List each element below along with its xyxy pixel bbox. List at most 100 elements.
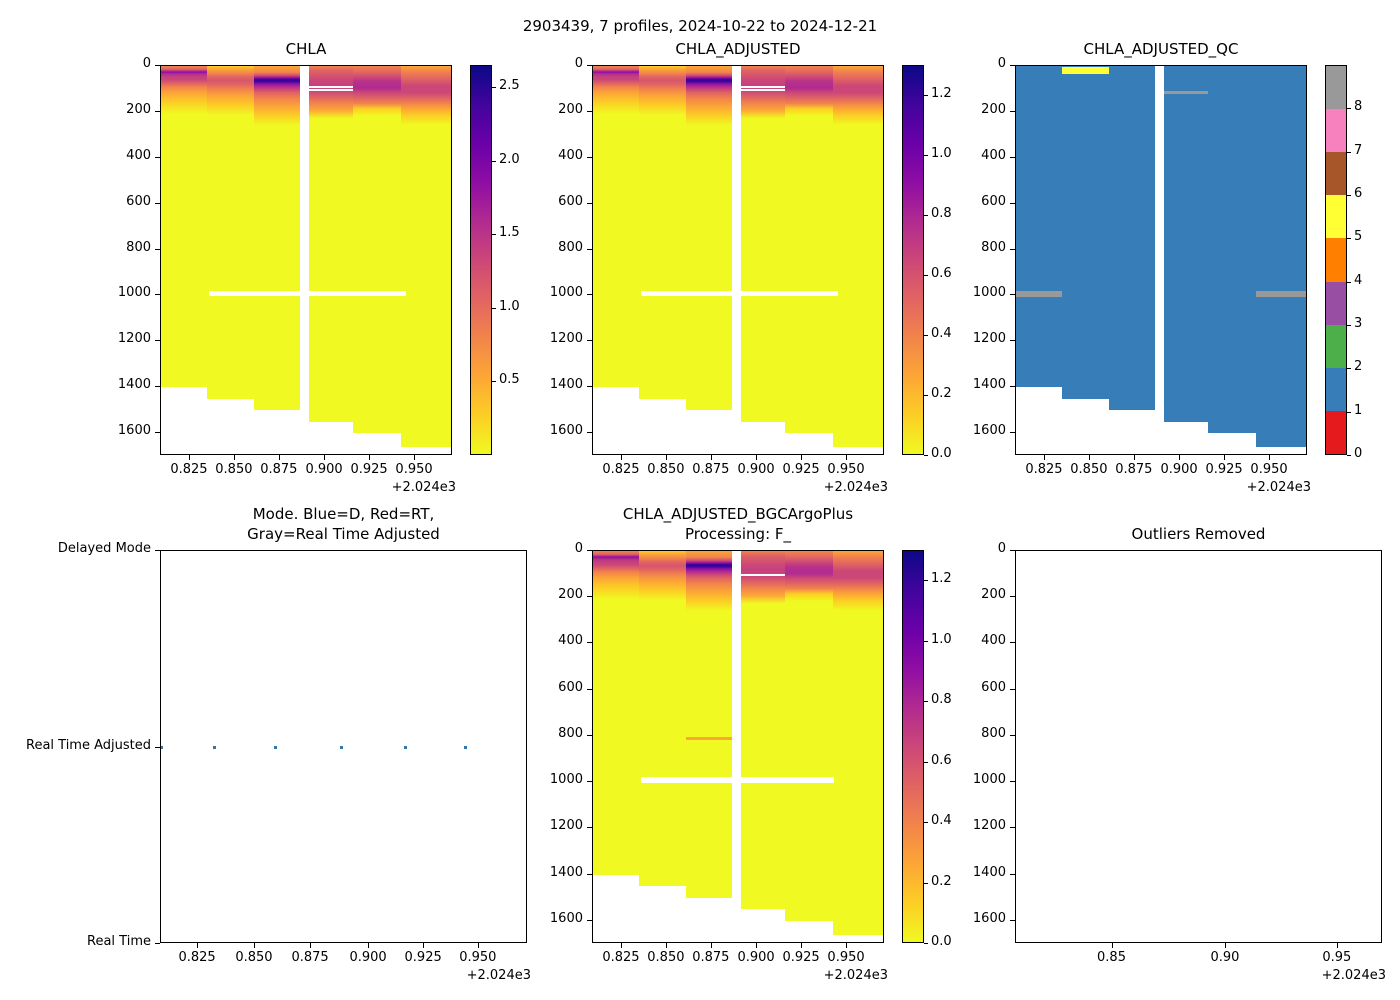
x-tick-label: 0.825 [170, 462, 208, 477]
colorbar-tick-mark [924, 822, 928, 824]
y-tick-label: 200 [126, 101, 151, 117]
x-tick-mark [324, 455, 326, 460]
x-tick-label: 0.950 [827, 462, 865, 477]
heatmap-column [1108, 66, 1156, 411]
colorbar-tick-label: 3 [1354, 316, 1363, 331]
colorbar-tick-label: 0.4 [931, 326, 952, 341]
y-tick-label: 1200 [549, 818, 583, 834]
y-tick-label: 800 [558, 239, 583, 255]
y-tick-mark [587, 734, 592, 736]
mode-marker [403, 746, 407, 749]
y-tick-mark [1010, 110, 1015, 112]
plot-area-chla [160, 65, 452, 455]
plot-area-outliers-removed [1015, 550, 1382, 943]
x-tick-label: 0.90 [1210, 950, 1240, 965]
colorbar-band [1326, 409, 1346, 454]
y-tick-label: 200 [981, 587, 1006, 603]
heatmap-column [639, 551, 687, 887]
y-tick-label: 1600 [972, 910, 1006, 926]
x-tick-label: 0.825 [602, 462, 640, 477]
colorbar-tick-mark [924, 701, 928, 703]
missing-data-band [208, 290, 300, 297]
missing-data-band [741, 290, 838, 297]
x-tick-mark [801, 455, 803, 460]
colorbar-tick-label: 1.0 [931, 631, 952, 647]
y-tick-mark [155, 550, 160, 551]
figure-title: 2903439, 7 profiles, 2024-10-22 to 2024-… [522, 17, 878, 35]
mode-marker [213, 746, 217, 749]
y-tick-mark [587, 550, 592, 551]
colorbar-tick-label: 2.5 [499, 78, 520, 94]
y-tick-mark [587, 827, 592, 829]
colorbar-tick-label: 0.8 [931, 206, 952, 221]
x-tick-mark [620, 455, 622, 460]
mode-marker [340, 746, 344, 749]
colorbar-tick-mark [492, 87, 496, 89]
y-tick-label: 600 [981, 679, 1006, 695]
y-tick-label: 1000 [972, 772, 1006, 788]
y-tick-mark [587, 919, 592, 921]
y-tick-label: 1600 [549, 423, 583, 439]
colorbar-tick-label: 2.0 [499, 151, 520, 167]
y-tick-mark [1010, 550, 1015, 551]
colorbar-tick-mark [924, 882, 928, 884]
y-tick-label: 1600 [972, 423, 1006, 439]
colorbar-tick-label: 0.5 [499, 372, 520, 388]
x-tick-mark [710, 455, 712, 460]
x-tick-mark [233, 455, 235, 460]
y-tick-mark [155, 943, 160, 944]
x-tick-label: 0.825 [1025, 462, 1063, 477]
plot-title-chla: CHLA [285, 39, 327, 58]
y-tick-mark [155, 248, 160, 250]
y-tick-mark [587, 65, 592, 66]
colorbar-tick-mark [924, 761, 928, 763]
missing-data-line [309, 85, 354, 88]
heatmap-column [253, 66, 301, 411]
y-tick-mark [1010, 156, 1015, 158]
y-tick-mark [587, 596, 592, 598]
qc8-flag-line [1164, 90, 1209, 94]
heatmap-column [1256, 66, 1306, 447]
colorbar-tick-label: 0.2 [931, 386, 952, 401]
colorbar-tick-label: 7 [1354, 142, 1363, 158]
y-tick-mark [587, 110, 592, 112]
missing-data-band [309, 290, 406, 297]
colorbar-tick-mark [924, 455, 928, 456]
y-tick-mark [1010, 596, 1015, 598]
x-tick-mark [477, 943, 479, 948]
y-tick-label: 1200 [549, 331, 583, 347]
colorbar-tick-label: 2 [1354, 359, 1363, 375]
colorbar-tick-mark [1347, 368, 1351, 370]
y-tick-mark [587, 294, 592, 296]
x-tick-mark [1043, 455, 1045, 460]
y-tick-mark [1010, 294, 1015, 296]
y-tick-mark [155, 340, 160, 342]
colorbar-tick-mark [924, 215, 928, 216]
x-tick-mark [846, 455, 848, 460]
y-tick-label: 1200 [117, 331, 151, 347]
y-tick-label: 600 [981, 193, 1006, 209]
y-tick-mark [587, 156, 592, 158]
y-tick-label: 1400 [972, 864, 1006, 880]
x-tick-label: 0.850 [215, 462, 253, 477]
subplot-bgcargoplus: CHLA_ADJUSTED_BGCArgoPlus Processing: F_… [550, 505, 888, 983]
missing-profile-stripe [1154, 66, 1165, 454]
y-tick-label: 1600 [117, 423, 151, 439]
colorbar-tick-mark [492, 234, 496, 236]
y-tick-mark [587, 688, 592, 690]
x-tick-mark [665, 455, 667, 460]
y-tick-label: 800 [126, 239, 151, 255]
heatmap-column [161, 66, 208, 388]
heatmap-column [785, 66, 834, 434]
colorbar-band [1326, 66, 1346, 110]
colorbar-tick-mark [924, 395, 928, 396]
colorbar-tick-label: 1.5 [499, 225, 520, 241]
missing-data-line [741, 89, 786, 91]
y-tick-mark [155, 746, 160, 748]
x-tick-mark [1269, 455, 1271, 460]
colorbar-tick-mark [1347, 151, 1351, 153]
heatmap-column [1016, 66, 1063, 388]
y-tick-label: 1400 [972, 377, 1006, 393]
y-tick-mark [587, 873, 592, 875]
